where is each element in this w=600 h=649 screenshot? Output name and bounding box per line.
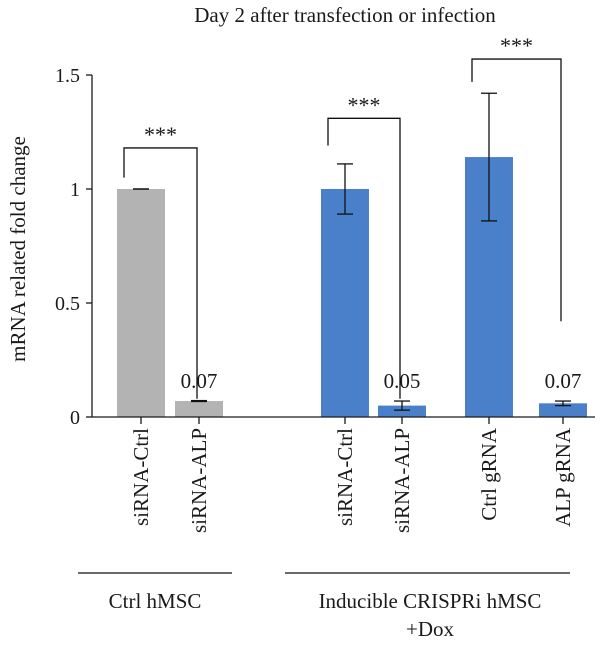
plot-area: 0 0.5 1 1.5 0.07 0.05 0.07 *** *** *** siRNA-Ctrl s… [55, 33, 595, 641]
bar-3 [321, 189, 369, 417]
category-label-3: siRNA-Ctrl [333, 428, 357, 526]
significance-bracket-3 [471, 58, 562, 322]
significance-bracket-1 [123, 147, 198, 399]
group-label-2-line-2: +Dox [406, 617, 455, 641]
y-tick-label-0: 0 [70, 407, 80, 429]
significance-bracket-2 [327, 117, 401, 399]
group-label-2-line-1: Inducible CRISPRi hMSC [319, 589, 542, 613]
category-label-1: siRNA-Ctrl [129, 428, 153, 526]
category-label-5: Ctrl gRNA [477, 427, 501, 521]
chart-title: Day 2 after transfection or infection [194, 3, 496, 27]
category-label-4: siRNA-ALP [390, 428, 414, 533]
data-label-3: 0.07 [545, 369, 582, 393]
category-label-2: siRNA-ALP [187, 428, 211, 533]
significance-label-3: *** [500, 33, 533, 58]
significance-label-1: *** [144, 122, 177, 147]
data-label-2: 0.05 [384, 369, 421, 393]
bar-2 [175, 401, 223, 417]
bar-4 [378, 405, 426, 417]
y-tick-label-3: 1.5 [55, 65, 80, 87]
y-tick-label-1: 0.5 [55, 293, 80, 315]
y-axis-label: mRNA related fold change [6, 136, 30, 362]
bar-6 [539, 403, 587, 417]
significance-label-2: *** [348, 92, 381, 117]
category-label-6: ALP gRNA [551, 427, 575, 527]
y-tick-label-2: 1 [70, 179, 80, 201]
data-label-1: 0.07 [181, 369, 218, 393]
group-label-1-line-1: Ctrl hMSC [109, 589, 202, 613]
bar-1 [117, 189, 165, 417]
